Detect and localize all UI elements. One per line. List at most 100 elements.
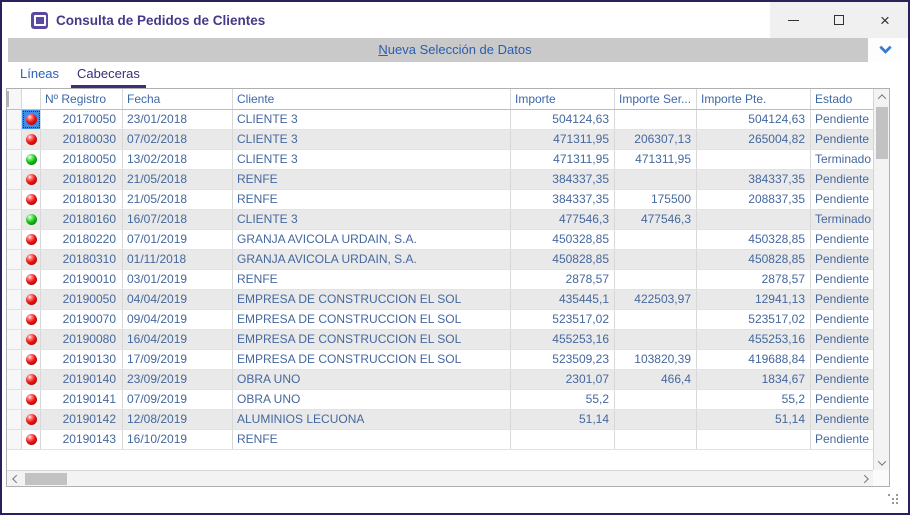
- cell-importe-servido[interactable]: [615, 310, 697, 329]
- table-row[interactable]: 20180220 07/01/2019 GRANJA AVICOLA URDAI…: [7, 230, 873, 250]
- cell-cliente[interactable]: RENFE: [233, 170, 511, 189]
- table-row[interactable]: 20190130 17/09/2019 EMPRESA DE CONSTRUCC…: [7, 350, 873, 370]
- table-row[interactable]: 20180160 16/07/2018 CLIENTE 3 477546,3 4…: [7, 210, 873, 230]
- cell-estado[interactable]: Pendiente: [815, 392, 870, 406]
- col-header-cliente[interactable]: Cliente: [233, 89, 511, 109]
- cell-estado[interactable]: Pendiente: [815, 372, 870, 386]
- cell-fecha[interactable]: 16/07/2018: [123, 210, 233, 229]
- cell-importe[interactable]: 450328,85: [511, 230, 615, 249]
- cell-importe-servido[interactable]: 103820,39: [615, 350, 697, 369]
- row-selector-cell[interactable]: [7, 410, 22, 429]
- cell-registro[interactable]: 20190130: [41, 350, 123, 369]
- new-selection-label[interactable]: Nueva Selección de Datos: [378, 42, 532, 57]
- cell-fecha[interactable]: 07/02/2018: [123, 130, 233, 149]
- cell-cliente[interactable]: RENFE: [233, 430, 511, 449]
- cell-importe-pendiente[interactable]: 208837,35: [697, 190, 811, 209]
- cell-importe-servido[interactable]: 422503,97: [615, 290, 697, 309]
- cell-importe-pendiente[interactable]: 455253,16: [697, 330, 811, 349]
- status-cell[interactable]: [22, 390, 41, 409]
- table-row[interactable]: 20190141 07/09/2019 OBRA UNO 55,2 55,2 P…: [7, 390, 873, 410]
- cell-fecha[interactable]: 07/01/2019: [123, 230, 233, 249]
- cell-cliente[interactable]: EMPRESA DE CONSTRUCCION EL SOL: [233, 350, 511, 369]
- cell-importe-pendiente[interactable]: [697, 150, 811, 169]
- row-selector-cell[interactable]: [7, 150, 22, 169]
- cell-importe[interactable]: 384337,35: [511, 170, 615, 189]
- maximize-button[interactable]: [816, 2, 862, 38]
- col-header-importe-pendiente[interactable]: Importe Pte.: [697, 89, 811, 109]
- horizontal-scrollbar[interactable]: [7, 470, 873, 486]
- cell-cliente[interactable]: CLIENTE 3: [233, 130, 511, 149]
- cell-importe-pendiente[interactable]: 12941,13: [697, 290, 811, 309]
- cell-importe[interactable]: 2878,57: [511, 270, 615, 289]
- cell-estado[interactable]: Pendiente: [815, 192, 870, 206]
- cell-fecha[interactable]: 03/01/2019: [123, 270, 233, 289]
- cell-cliente[interactable]: CLIENTE 3: [233, 150, 511, 169]
- table-row[interactable]: 20180120 21/05/2018 RENFE 384337,35 3843…: [7, 170, 873, 190]
- tab-lineas[interactable]: Líneas: [20, 66, 60, 81]
- table-row[interactable]: 20180310 01/11/2018 GRANJA AVICOLA URDAI…: [7, 250, 873, 270]
- minimize-button[interactable]: [770, 2, 816, 38]
- cell-estado[interactable]: Pendiente: [815, 272, 870, 286]
- status-cell[interactable]: [22, 150, 41, 169]
- cell-cliente[interactable]: EMPRESA DE CONSTRUCCION EL SOL: [233, 310, 511, 329]
- cell-fecha[interactable]: 17/09/2019: [123, 350, 233, 369]
- cell-importe-pendiente[interactable]: [697, 210, 811, 229]
- cell-fecha[interactable]: 09/04/2019: [123, 310, 233, 329]
- cell-registro[interactable]: 20190080: [41, 330, 123, 349]
- cell-importe-servido[interactable]: [615, 410, 697, 429]
- cell-importe[interactable]: 450828,85: [511, 250, 615, 269]
- cell-importe[interactable]: 523509,23: [511, 350, 615, 369]
- row-selector-cell[interactable]: [7, 430, 22, 449]
- cell-estado[interactable]: Pendiente: [815, 132, 870, 146]
- cell-fecha[interactable]: 16/10/2019: [123, 430, 233, 449]
- status-cell[interactable]: [22, 330, 41, 349]
- tab-cabeceras[interactable]: Cabeceras: [71, 62, 146, 88]
- resize-grip[interactable]: [888, 494, 899, 505]
- cell-fecha[interactable]: 12/08/2019: [123, 410, 233, 429]
- cell-estado[interactable]: Pendiente: [815, 412, 870, 426]
- cell-fecha[interactable]: 23/01/2018: [123, 110, 233, 129]
- cell-importe-pendiente[interactable]: 384337,35: [697, 170, 811, 189]
- row-selector-cell[interactable]: [7, 130, 22, 149]
- cell-estado[interactable]: Pendiente: [815, 252, 870, 266]
- cell-importe-servido[interactable]: 471311,95: [615, 150, 697, 169]
- cell-registro[interactable]: 20190050: [41, 290, 123, 309]
- close-button[interactable]: ×: [862, 2, 908, 38]
- cell-registro[interactable]: 20190140: [41, 370, 123, 389]
- table-row[interactable]: 20190142 12/08/2019 ALUMINIOS LECUONA 51…: [7, 410, 873, 430]
- cell-importe-servido[interactable]: [615, 330, 697, 349]
- col-header-importe-servido[interactable]: Importe Ser...: [615, 89, 697, 109]
- cell-importe[interactable]: 2301,07: [511, 370, 615, 389]
- row-selector-cell[interactable]: [7, 330, 22, 349]
- cell-importe-servido[interactable]: [615, 230, 697, 249]
- cell-cliente[interactable]: CLIENTE 3: [233, 210, 511, 229]
- cell-estado[interactable]: Pendiente: [815, 172, 870, 186]
- cell-importe-servido[interactable]: [615, 390, 697, 409]
- status-cell[interactable]: [22, 130, 41, 149]
- cell-registro[interactable]: 20180120: [41, 170, 123, 189]
- cell-importe[interactable]: 471311,95: [511, 130, 615, 149]
- cell-estado[interactable]: Pendiente: [815, 332, 870, 346]
- cell-cliente[interactable]: GRANJA AVICOLA URDAIN, S.A.: [233, 230, 511, 249]
- cell-registro[interactable]: 20190143: [41, 430, 123, 449]
- status-cell[interactable]: [22, 410, 41, 429]
- cell-importe-servido[interactable]: 477546,3: [615, 210, 697, 229]
- cell-estado[interactable]: Pendiente: [815, 232, 870, 246]
- cell-importe-servido[interactable]: [615, 170, 697, 189]
- col-header-registro[interactable]: Nº Registro: [41, 89, 123, 109]
- cell-importe[interactable]: 523517,02: [511, 310, 615, 329]
- cell-importe-pendiente[interactable]: 419688,84: [697, 350, 811, 369]
- cell-registro[interactable]: 20180160: [41, 210, 123, 229]
- cell-importe-pendiente[interactable]: [697, 430, 811, 449]
- cell-cliente[interactable]: RENFE: [233, 270, 511, 289]
- row-selector-cell[interactable]: [7, 290, 22, 309]
- cell-fecha[interactable]: 23/09/2019: [123, 370, 233, 389]
- status-cell[interactable]: [22, 290, 41, 309]
- cell-importe[interactable]: 471311,95: [511, 150, 615, 169]
- cell-importe[interactable]: [511, 430, 615, 449]
- cell-importe-servido[interactable]: [615, 250, 697, 269]
- row-selector-cell[interactable]: [7, 370, 22, 389]
- cell-fecha[interactable]: 21/05/2018: [123, 170, 233, 189]
- cell-registro[interactable]: 20180130: [41, 190, 123, 209]
- cell-cliente[interactable]: EMPRESA DE CONSTRUCCION EL SOL: [233, 290, 511, 309]
